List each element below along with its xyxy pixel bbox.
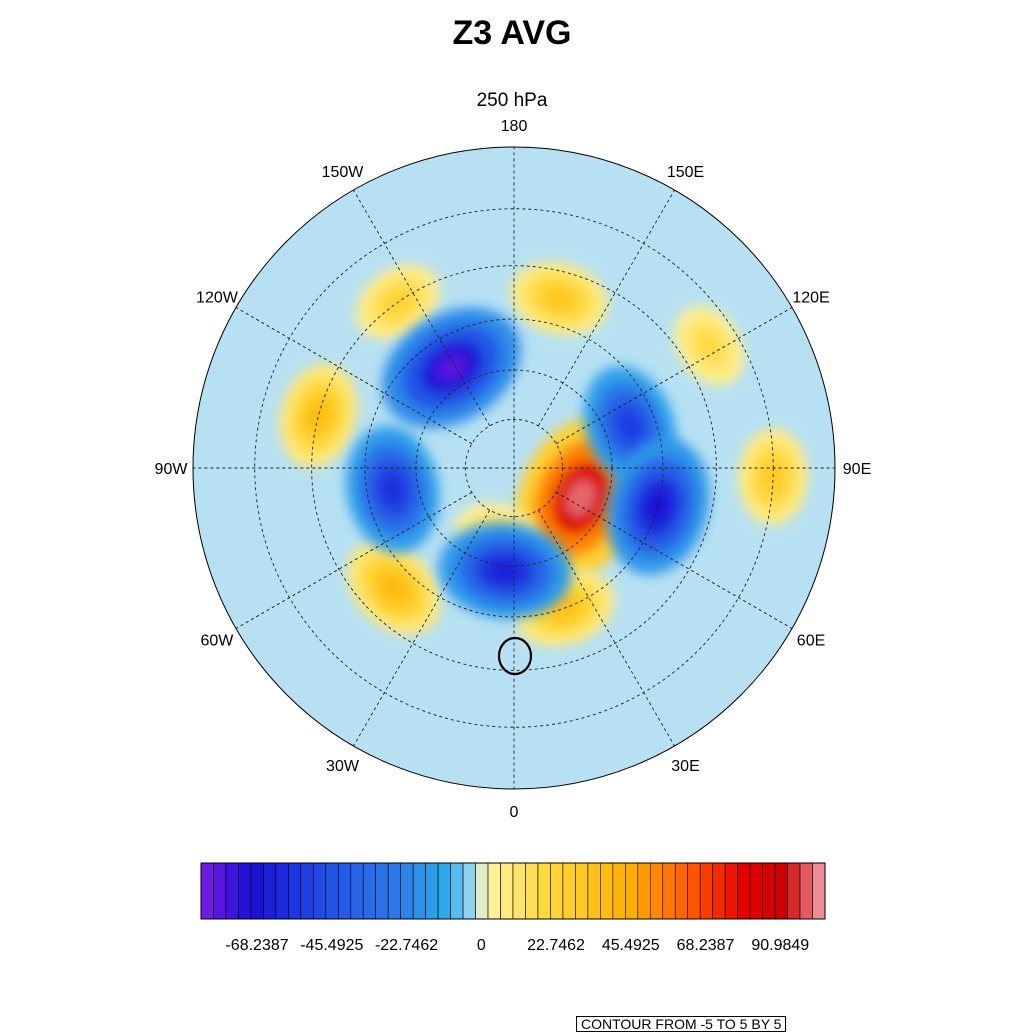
colorbar-swatch	[525, 862, 539, 920]
colorbar-swatch	[537, 862, 551, 920]
colorbar-labels: -68.2387 -45.4925 -22.7462 0 22.7462 45.4925 6…	[225, 937, 809, 954]
longitude-label: 150W	[322, 164, 365, 181]
colorbar-swatch	[500, 862, 514, 920]
colorbar-swatch	[375, 862, 389, 920]
colorbar-swatch	[450, 862, 464, 920]
colorbar-swatch	[362, 862, 377, 920]
colorbar-tick-label: 68.2387	[677, 937, 735, 954]
colorbar-swatch	[762, 862, 776, 920]
colorbar-tick-label: -45.4925	[300, 937, 363, 954]
colorbar-swatch	[724, 862, 738, 920]
colorbar-swatch	[612, 862, 626, 920]
latitude-circle	[311, 265, 717, 671]
anomaly-feature-3	[347, 541, 441, 635]
anomaly-feature-11	[606, 438, 710, 575]
colorbar-swatch	[687, 862, 701, 920]
colorbar-swatch	[812, 862, 826, 920]
colorbar-tick-label: 22.7462	[527, 937, 585, 954]
latitude-circle	[364, 318, 664, 618]
contour-info-label: CONTOUR FROM -5 TO 5 BY 5	[576, 1016, 787, 1032]
zero-contour-line	[497, 636, 533, 676]
colorbar-swatch	[712, 862, 726, 920]
colorbar-swatch	[225, 862, 239, 920]
colorbar-swatch	[587, 862, 601, 920]
colorbar-swatch	[475, 862, 489, 920]
map-grid	[193, 147, 835, 789]
colorbar-swatch	[512, 862, 526, 920]
colorbar-swatch	[263, 862, 277, 920]
longitude-label: 0	[510, 804, 519, 821]
longitude-label: 150E	[667, 164, 704, 181]
anomaly-feature-8	[738, 428, 808, 526]
colorbar-swatch	[213, 862, 227, 920]
colorbar-swatch	[412, 862, 426, 920]
colorbar-swatch	[662, 862, 676, 920]
anomaly-feature-7	[674, 305, 745, 386]
chart-title: Z3 AVG	[452, 14, 572, 52]
colorbar-swatch	[674, 862, 689, 920]
colorbar-swatch	[250, 862, 264, 920]
longitude-label: 120W	[196, 290, 239, 307]
map-boundary	[192, 146, 836, 790]
colorbar-tick-label: -22.7462	[375, 937, 438, 954]
anomaly-feature-4	[279, 364, 358, 468]
colorbar-swatch	[637, 862, 651, 920]
colorbar-swatch	[337, 862, 352, 920]
colorbar-swatch	[774, 862, 788, 920]
colorbar-swatch	[562, 862, 576, 920]
longitude-label: 180	[501, 118, 528, 135]
colorbar-tick-label: -68.2387	[225, 937, 288, 954]
colorbar-swatch	[787, 862, 801, 920]
colorbar-swatch	[350, 862, 364, 920]
longitude-label: 30W	[326, 758, 360, 775]
anomaly-feature-9	[382, 307, 521, 429]
longitude-label: 60E	[797, 633, 825, 650]
colorbar-swatch	[699, 862, 713, 920]
colorbar	[200, 862, 826, 920]
anomaly-feature-6	[510, 262, 608, 336]
colorbar-swatch	[437, 862, 451, 920]
colorbar-swatch	[749, 862, 763, 920]
colorbar-tick-label: 45.4925	[602, 937, 660, 954]
anomaly-feature-12	[438, 522, 572, 619]
colorbar-swatch	[575, 862, 589, 920]
colorbar-swatch	[425, 862, 439, 920]
colorbar-swatch	[462, 862, 476, 920]
colorbar-swatch	[550, 862, 564, 920]
anomaly-feature-10	[583, 366, 677, 486]
longitude-label: 60W	[201, 633, 235, 650]
longitude-label: 120E	[792, 290, 829, 307]
contour-field	[193, 147, 835, 789]
colorbar-swatch	[400, 862, 414, 920]
longitude-label: 90W	[155, 461, 189, 478]
colorbar-swatch	[487, 862, 501, 920]
colorbar-swatch	[325, 862, 339, 920]
colorbar-swatch	[313, 862, 327, 920]
longitude-label: 30E	[671, 758, 699, 775]
anomaly-feature-13	[345, 425, 440, 553]
chart-subtitle: 250 hPa	[476, 90, 548, 111]
colorbar-swatch	[737, 862, 751, 920]
longitude-labels: 180 150E 120E 90E 60E 30E 0 30W 60W 90W 120W 150W	[155, 118, 872, 821]
colorbar-swatch	[625, 862, 639, 920]
colorbar-swatch	[649, 862, 664, 920]
colorbar-swatch	[200, 862, 214, 920]
colorbar-tick-label: 90.9849	[751, 937, 809, 954]
colorbar-swatch	[600, 862, 614, 920]
colorbar-swatch	[288, 862, 302, 920]
colorbar-swatch	[275, 862, 289, 920]
colorbar-swatch	[300, 862, 314, 920]
colorbar-swatch	[799, 862, 813, 920]
colorbar-tick-label: 0	[477, 937, 486, 954]
colorbar-swatch	[238, 862, 252, 920]
longitude-label: 90E	[843, 461, 871, 478]
colorbar-swatch	[387, 862, 401, 920]
